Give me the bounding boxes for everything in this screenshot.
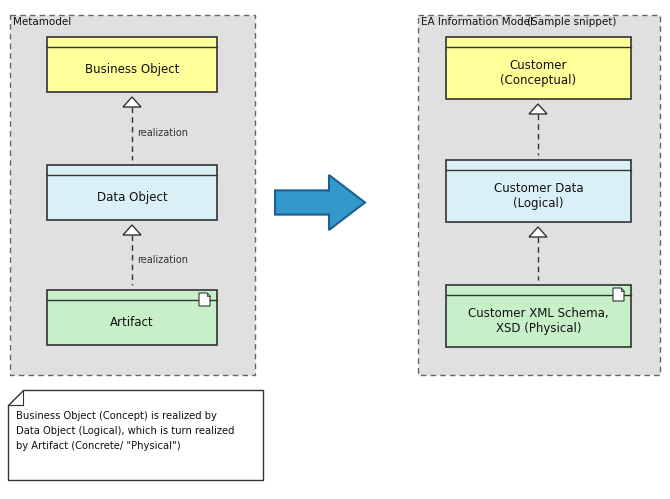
Text: Customer
(Conceptual): Customer (Conceptual) bbox=[500, 59, 577, 87]
Polygon shape bbox=[123, 225, 141, 235]
Text: Metamodel: Metamodel bbox=[13, 17, 71, 27]
Polygon shape bbox=[275, 175, 365, 230]
Text: Artifact: Artifact bbox=[110, 316, 154, 329]
Text: Customer XML Schema,
XSD (Physical): Customer XML Schema, XSD (Physical) bbox=[468, 307, 609, 335]
Polygon shape bbox=[123, 97, 141, 107]
Polygon shape bbox=[529, 227, 547, 237]
Bar bbox=[47, 37, 217, 92]
Text: Data Object: Data Object bbox=[96, 191, 168, 204]
Bar bbox=[446, 37, 631, 99]
Bar bbox=[10, 15, 255, 375]
Polygon shape bbox=[529, 104, 547, 114]
Text: Business Object (Concept) is realized by
Data Object (Logical), which is turn re: Business Object (Concept) is realized by… bbox=[16, 411, 234, 451]
Polygon shape bbox=[199, 293, 210, 306]
Polygon shape bbox=[613, 288, 624, 301]
Bar bbox=[418, 15, 660, 375]
Bar bbox=[446, 160, 631, 222]
Text: EA Information Model: EA Information Model bbox=[421, 17, 533, 27]
Bar bbox=[446, 285, 631, 347]
Bar bbox=[47, 290, 217, 345]
Text: realization: realization bbox=[137, 129, 188, 139]
Text: realization: realization bbox=[137, 255, 188, 265]
Text: Customer Data
(Logical): Customer Data (Logical) bbox=[494, 182, 584, 210]
Text: : (Sample snippet): : (Sample snippet) bbox=[517, 17, 616, 27]
Bar bbox=[47, 165, 217, 220]
Text: Business Object: Business Object bbox=[85, 63, 179, 76]
Polygon shape bbox=[8, 390, 263, 480]
